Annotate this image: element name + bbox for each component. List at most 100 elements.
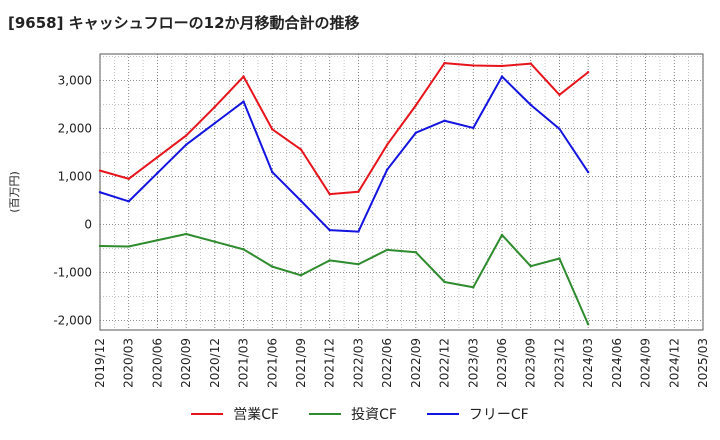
x-tick-label: 2022/03: [351, 338, 365, 388]
x-tick-label: 2023/06: [495, 338, 509, 388]
data-point: [414, 251, 418, 254]
data-point: [271, 170, 274, 174]
data-point: [414, 131, 418, 134]
data-point: [586, 323, 590, 326]
data-point: [472, 126, 475, 130]
data-point: [271, 265, 274, 268]
y-axis-label: (百万円): [8, 171, 21, 213]
data-point: [385, 168, 389, 171]
legend-item-1: 営業CF: [191, 404, 279, 424]
y-tick-label: 2,000: [58, 121, 92, 135]
y-tick-label: 0: [84, 217, 92, 231]
x-tick-label: 2021/12: [323, 338, 337, 388]
grid-vertical: [99, 54, 704, 330]
data-point: [127, 177, 130, 180]
x-tick-label: 2024/06: [610, 338, 624, 388]
data-point: [328, 192, 331, 196]
data-point: [414, 104, 418, 107]
data-point: [558, 93, 561, 97]
series-line-3: [99, 75, 589, 233]
legend-label: フリーCF: [468, 407, 529, 423]
y-tick-label: 3,000: [58, 73, 92, 87]
data-point: [127, 200, 130, 203]
data-point: [443, 119, 446, 122]
data-point: [271, 128, 274, 131]
series-line-2: [99, 233, 590, 325]
data-point: [184, 232, 188, 236]
series-layer: [98, 61, 590, 326]
chart-title: [9658] キャッシュフローの12か月移動合計の推移: [8, 14, 360, 32]
legend-swatch: [309, 413, 342, 415]
data-point: [529, 62, 532, 65]
data-point: [184, 134, 188, 137]
data-point: [242, 100, 245, 103]
series-line-1: [99, 62, 589, 196]
x-tick-label: 2023/09: [524, 338, 538, 388]
data-point: [357, 263, 360, 266]
data-point: [472, 64, 475, 67]
data-point: [213, 105, 217, 109]
data-point: [98, 169, 102, 172]
data-point: [328, 228, 331, 232]
legend-swatch: [191, 413, 224, 415]
legend-label: 営業CF: [233, 407, 280, 423]
data-point: [299, 199, 303, 203]
x-tick-label: 2021/03: [237, 338, 251, 388]
data-point: [299, 148, 303, 151]
data-point: [385, 143, 389, 146]
data-point: [213, 240, 217, 243]
x-tick-label: 2020/12: [208, 338, 222, 388]
data-point: [357, 230, 360, 233]
data-point: [213, 121, 217, 125]
data-point: [472, 286, 475, 289]
data-point: [98, 191, 102, 194]
data-point: [156, 156, 159, 159]
data-point: [299, 274, 303, 277]
data-point: [357, 190, 360, 193]
data-point: [184, 143, 188, 146]
legend-swatch: [426, 413, 459, 415]
data-point: [586, 71, 590, 74]
data-point: [443, 280, 446, 284]
data-point: [242, 75, 245, 78]
data-point: [500, 64, 504, 68]
data-point: [586, 170, 590, 174]
data-point: [529, 103, 532, 107]
data-point: [500, 233, 504, 237]
data-point: [127, 245, 130, 248]
x-tick-label: 2021/09: [294, 338, 308, 388]
legend: 営業CF 投資CF フリーCF: [0, 404, 720, 424]
y-tick-label: -2,000: [53, 313, 92, 327]
data-point: [443, 61, 446, 65]
data-point: [156, 171, 159, 175]
x-tick-label: 2023/03: [466, 338, 480, 388]
data-point: [500, 75, 504, 78]
x-tick-label: 2020/09: [179, 338, 193, 388]
x-axis-ticks: 2019/12 2020/03 2020/06 2020/09 2020/12 2021/…: [93, 338, 710, 388]
legend-label: 投資CF: [351, 407, 397, 423]
x-tick-label: 2024/03: [581, 338, 595, 388]
y-axis-ticks: -2,000 -1,000 0 1,000 2,000 3,000: [53, 73, 92, 327]
x-tick-label: 2020/03: [122, 338, 136, 388]
data-point: [242, 248, 245, 251]
data-point: [558, 257, 561, 260]
data-point: [156, 239, 159, 242]
x-tick-label: 2020/06: [150, 338, 164, 388]
data-point: [328, 259, 331, 262]
x-tick-label: 2021/06: [265, 338, 279, 388]
data-point: [558, 127, 561, 131]
x-tick-label: 2024/12: [667, 338, 681, 388]
x-tick-label: 2025/03: [696, 338, 710, 388]
x-tick-label: 2022/06: [380, 338, 394, 388]
legend-item-2: 投資CF: [309, 404, 397, 424]
x-tick-label: 2024/09: [639, 338, 653, 388]
x-tick-label: 2022/09: [409, 338, 423, 388]
data-point: [385, 248, 389, 252]
legend-item-3: フリーCF: [426, 404, 529, 424]
data-point: [98, 244, 102, 248]
y-tick-label: -1,000: [53, 265, 92, 279]
data-point: [529, 264, 532, 268]
y-tick-label: 1,000: [58, 169, 92, 183]
x-tick-label: 2019/12: [93, 338, 107, 388]
